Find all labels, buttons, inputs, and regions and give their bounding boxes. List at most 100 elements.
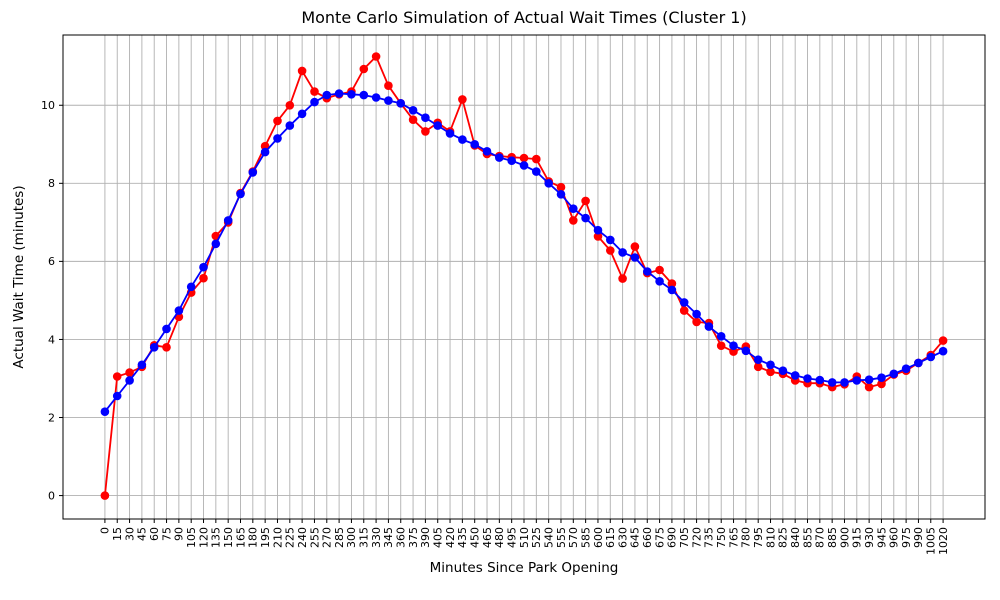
- x-tick-label: 570: [567, 527, 580, 548]
- x-tick-label: 705: [678, 527, 691, 548]
- red-data-point: [384, 81, 393, 90]
- x-tick-label: 735: [703, 527, 716, 548]
- y-tick-label: 10: [41, 99, 55, 112]
- x-tick-label: 15: [111, 527, 124, 541]
- blue-data-point: [359, 90, 369, 100]
- y-tick-label: 2: [48, 411, 55, 424]
- blue-data-point: [408, 106, 418, 115]
- x-tick-label: 855: [801, 527, 814, 548]
- x-tick-label: 165: [234, 527, 247, 548]
- blue-data-point: [618, 248, 627, 257]
- blue-data-point: [692, 309, 701, 319]
- x-tick-label: 420: [444, 527, 457, 548]
- x-tick-label: 375: [407, 527, 420, 548]
- x-tick-label: 450: [469, 527, 482, 548]
- red-data-point: [581, 196, 590, 206]
- blue-data-point: [297, 109, 307, 119]
- x-tick-label: 990: [912, 527, 925, 548]
- x-tick-label: 285: [333, 527, 346, 548]
- x-tick-label: 600: [592, 527, 605, 548]
- chart-title: Monte Carlo Simulation of Actual Wait Ti…: [301, 8, 747, 27]
- x-tick-label: 810: [764, 527, 777, 548]
- red-data-point: [100, 491, 110, 500]
- red-data-point: [532, 154, 541, 164]
- x-tick-label: 75: [160, 527, 173, 541]
- blue-data-point: [753, 355, 763, 365]
- x-tick-label: 105: [185, 527, 198, 548]
- x-tick-label: 825: [777, 527, 790, 548]
- x-tick-label: 180: [247, 527, 260, 548]
- blue-data-point: [174, 306, 184, 315]
- blue-data-point: [507, 156, 516, 165]
- x-tick-label: 225: [284, 527, 297, 548]
- x-tick-label: 390: [419, 527, 432, 548]
- red-data-point: [199, 273, 208, 283]
- x-tick-label: 90: [173, 527, 186, 541]
- blue-data-point: [347, 90, 356, 99]
- red-data-point: [766, 367, 775, 377]
- red-data-point: [569, 216, 578, 225]
- x-tick-label: 135: [210, 527, 223, 548]
- x-tick-label: 60: [148, 527, 161, 541]
- x-tick-label: 900: [838, 527, 851, 548]
- x-tick-label: 885: [826, 527, 839, 548]
- red-data-point: [519, 153, 529, 163]
- red-data-point: [753, 362, 763, 372]
- x-tick-label: 495: [506, 527, 519, 548]
- blue-data-point: [655, 277, 664, 286]
- blue-data-point: [285, 121, 295, 130]
- blue-data-point: [704, 322, 714, 331]
- x-tick-label: 405: [432, 527, 445, 548]
- x-tick-label: 300: [345, 527, 358, 548]
- blue-data-point: [149, 343, 159, 352]
- blue-data-point: [815, 375, 825, 385]
- blue-data-point: [679, 298, 689, 307]
- red-data-point: [938, 336, 948, 345]
- blue-data-point: [470, 140, 480, 149]
- blue-data-point: [199, 262, 208, 272]
- x-tick-label: 630: [616, 527, 629, 548]
- blue-data-point: [532, 167, 541, 176]
- blue-data-point: [433, 121, 443, 130]
- x-tick-label: 750: [715, 527, 728, 548]
- blue-data-point: [223, 216, 233, 225]
- red-data-point: [162, 343, 171, 352]
- blue-data-point: [889, 369, 899, 379]
- x-tick-label: 1020: [937, 527, 950, 555]
- blue-data-point: [334, 89, 344, 98]
- red-data-point: [593, 232, 603, 241]
- y-tick-label: 4: [48, 333, 55, 346]
- blue-data-point: [384, 96, 393, 105]
- blue-data-point: [852, 376, 862, 385]
- blue-data-point: [840, 378, 849, 387]
- x-tick-label: 555: [555, 527, 568, 548]
- x-tick-label: 975: [900, 527, 913, 548]
- x-tick-label: 765: [727, 527, 740, 548]
- red-data-point: [310, 87, 319, 96]
- blue-data-point: [186, 282, 196, 292]
- blue-data-point: [112, 391, 122, 401]
- x-tick-label: 930: [863, 527, 876, 548]
- blue-data-point: [606, 235, 615, 245]
- x-tick-label: 45: [136, 527, 149, 541]
- blue-data-point: [211, 239, 221, 249]
- y-axis-label: Actual Wait Time (minutes): [11, 185, 27, 369]
- x-tick-label: 675: [653, 527, 666, 548]
- blue-data-point: [556, 190, 566, 199]
- x-tick-label: 465: [481, 527, 494, 548]
- x-tick-label: 645: [629, 527, 642, 548]
- red-data-point: [630, 242, 640, 251]
- blue-data-point: [593, 225, 603, 235]
- blue-data-point: [100, 407, 110, 417]
- x-tick-label: 915: [851, 527, 864, 548]
- blue-data-point: [729, 341, 738, 351]
- x-tick-label: 210: [271, 527, 284, 548]
- y-tick-label: 8: [48, 177, 55, 190]
- x-tick-label: 720: [690, 527, 703, 548]
- x-axis-label: Minutes Since Park Opening: [429, 560, 619, 576]
- red-data-point: [667, 279, 677, 288]
- red-data-point: [877, 379, 886, 389]
- blue-data-point: [519, 161, 529, 170]
- blue-data-point: [766, 360, 775, 370]
- blue-data-point: [877, 373, 886, 383]
